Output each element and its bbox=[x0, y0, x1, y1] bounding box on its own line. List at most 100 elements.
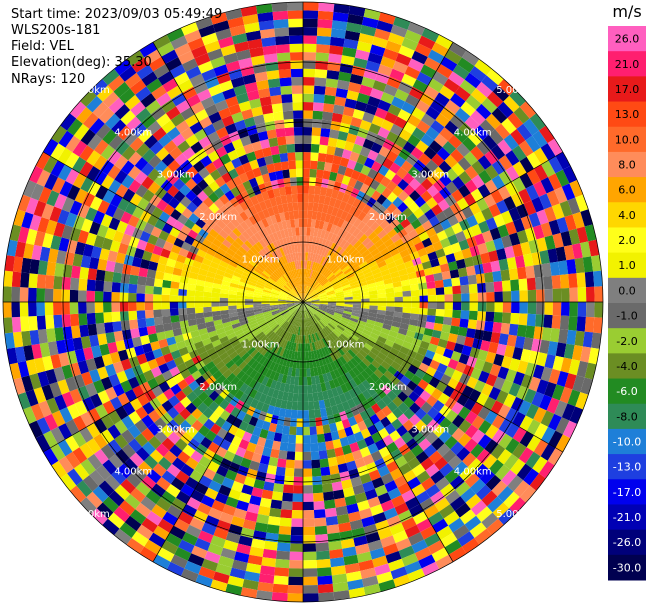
velocity-gate bbox=[166, 184, 180, 198]
velocity-gate bbox=[279, 441, 289, 452]
velocity-gate bbox=[412, 511, 428, 525]
velocity-gate bbox=[104, 113, 121, 130]
velocity-gate bbox=[188, 380, 200, 392]
velocity-gate bbox=[236, 264, 246, 272]
velocity-gate bbox=[451, 401, 464, 415]
velocity-gate bbox=[193, 509, 209, 523]
velocity-gate bbox=[180, 463, 195, 477]
velocity-gate bbox=[21, 257, 32, 274]
velocity-gate bbox=[233, 253, 243, 262]
velocity-gate bbox=[353, 413, 364, 424]
velocity-gate bbox=[359, 508, 373, 520]
velocity-gate bbox=[304, 335, 308, 344]
velocity-gate bbox=[170, 349, 182, 360]
velocity-gate bbox=[257, 279, 266, 286]
velocity-gate bbox=[254, 522, 268, 533]
velocity-gate bbox=[107, 424, 121, 440]
velocity-gate bbox=[82, 112, 99, 129]
velocity-gate bbox=[134, 170, 148, 185]
velocity-gate bbox=[213, 64, 229, 77]
velocity-gate bbox=[465, 94, 482, 111]
velocity-gate bbox=[327, 456, 338, 467]
velocity-gate bbox=[386, 297, 395, 302]
velocity-gate bbox=[315, 311, 324, 318]
velocity-gate bbox=[344, 408, 354, 419]
velocity-gate bbox=[305, 268, 309, 278]
velocity-gate bbox=[266, 129, 277, 139]
velocity-gate bbox=[416, 120, 431, 134]
velocity-gate bbox=[449, 269, 460, 279]
velocity-gate bbox=[407, 364, 419, 375]
velocity-gate bbox=[303, 302, 306, 311]
velocity-gate bbox=[255, 265, 265, 273]
velocity-gate bbox=[194, 290, 204, 297]
velocity-gate bbox=[455, 481, 471, 497]
velocity-gate bbox=[297, 326, 301, 336]
velocity-gate bbox=[280, 290, 289, 296]
velocity-gate bbox=[309, 160, 318, 170]
velocity-gate bbox=[323, 248, 330, 258]
velocity-gate bbox=[400, 360, 412, 371]
velocity-gate bbox=[461, 345, 473, 357]
velocity-gate bbox=[310, 152, 319, 162]
velocity-gate bbox=[394, 296, 403, 302]
velocity-gate bbox=[575, 194, 589, 212]
velocity-gate bbox=[311, 324, 317, 334]
velocity-gate bbox=[464, 515, 482, 532]
velocity-gate bbox=[223, 450, 236, 462]
velocity-gate bbox=[101, 353, 113, 367]
velocity-gate bbox=[275, 269, 283, 278]
velocity-gate bbox=[461, 247, 473, 259]
velocity-gate bbox=[213, 343, 224, 352]
velocity-gate bbox=[279, 293, 288, 297]
velocity-gate bbox=[211, 302, 220, 307]
velocity-gate bbox=[154, 160, 168, 174]
velocity-gate bbox=[29, 329, 40, 346]
velocity-gate bbox=[451, 317, 461, 327]
velocity-gate bbox=[328, 275, 337, 283]
velocity-gate bbox=[487, 496, 504, 513]
velocity-gate bbox=[162, 352, 174, 364]
velocity-gate bbox=[128, 410, 142, 425]
velocity-gate bbox=[377, 351, 387, 361]
velocity-gate bbox=[387, 228, 398, 239]
velocity-gate bbox=[276, 542, 291, 552]
velocity-gate bbox=[266, 163, 276, 174]
velocity-gate bbox=[254, 71, 268, 82]
velocity-gate bbox=[78, 302, 87, 314]
velocity-gate bbox=[501, 469, 517, 487]
velocity-gate bbox=[330, 253, 338, 262]
velocity-gate bbox=[323, 269, 331, 278]
velocity-gate bbox=[315, 285, 323, 292]
velocity-gate bbox=[222, 88, 237, 100]
velocity-gate bbox=[333, 328, 342, 336]
velocity-gate bbox=[481, 383, 494, 397]
velocity-gate bbox=[394, 291, 403, 298]
velocity-gate bbox=[510, 396, 524, 412]
instrument-name-text: WLS200s-181 bbox=[11, 23, 101, 38]
velocity-gate bbox=[229, 282, 239, 289]
velocity-gate bbox=[287, 2, 303, 11]
velocity-gate bbox=[246, 151, 257, 162]
velocity-gate bbox=[45, 315, 55, 330]
velocity-gate bbox=[178, 282, 188, 290]
velocity-gate bbox=[392, 342, 402, 352]
velocity-gate bbox=[270, 295, 279, 299]
velocity-gate bbox=[309, 261, 314, 270]
velocity-gate bbox=[169, 146, 183, 160]
velocity-gate bbox=[426, 184, 440, 198]
velocity-gate bbox=[184, 235, 195, 246]
velocity-gate bbox=[375, 409, 387, 421]
velocity-gate bbox=[139, 42, 158, 58]
velocity-gate bbox=[283, 476, 294, 486]
velocity-gate bbox=[211, 297, 220, 302]
velocity-gate bbox=[166, 126, 181, 141]
velocity-gate bbox=[541, 426, 556, 444]
velocity-gate bbox=[306, 368, 311, 377]
velocity-gate bbox=[392, 252, 402, 262]
velocity-gate bbox=[139, 258, 151, 270]
velocity-gate bbox=[268, 233, 276, 243]
velocity-gate bbox=[308, 307, 315, 315]
velocity-gate bbox=[363, 253, 373, 262]
velocity-gate bbox=[215, 327, 226, 335]
